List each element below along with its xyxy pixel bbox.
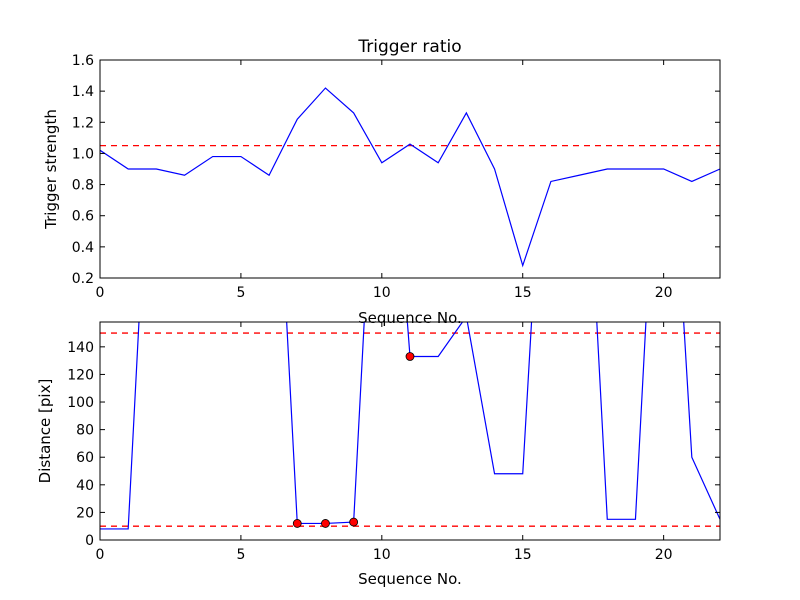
top-chart-title: Trigger ratio <box>357 37 461 57</box>
bottom-x-axis-label: Sequence No. <box>358 570 462 588</box>
top-y-tick-label: 0.2 <box>72 271 94 287</box>
top-plot-area <box>100 87 720 268</box>
bottom-y-tick-label: 0 <box>85 533 94 549</box>
top-axis-ticks: 0 5 10 15 20 0.2 0.4 0.6 0.8 1.0 1.2 1.4 1.6 <box>72 53 720 301</box>
top-y-tick-label: 1.6 <box>72 53 94 69</box>
top-x-axis-label: Sequence No. <box>358 309 462 327</box>
top-y-tick-label: 0.4 <box>72 240 94 256</box>
bottom-y-tick-label: 40 <box>76 478 94 494</box>
bottom-axes-frame <box>99 321 721 541</box>
bottom-y-tick-label: 120 <box>67 367 94 383</box>
bottom-y-axis-label: Distance [pix] <box>36 379 54 484</box>
top-x-tick-label: 5 <box>236 285 245 301</box>
bottom-marker-point <box>349 517 359 527</box>
top-x-tick-label: 10 <box>373 285 391 301</box>
bottom-y-tick-label: 60 <box>76 450 94 466</box>
top-y-tick-label: 0.6 <box>72 209 94 225</box>
bottom-axis-ticks: 0 5 10 15 20 0 20 40 60 80 100 120 140 <box>67 322 720 563</box>
top-y-tick-label: 1.0 <box>72 146 94 162</box>
top-subplot: Trigger ratio 0 5 10 15 20 0.2 0.4 0.6 0.8 1.0 1.2… <box>42 37 721 327</box>
top-y-tick-label: 1.4 <box>72 84 94 100</box>
bottom-x-tick-label: 0 <box>96 547 105 563</box>
bottom-x-tick-label: 10 <box>373 547 391 563</box>
bottom-y-tick-label: 140 <box>67 340 94 356</box>
bottom-marker-point <box>405 352 415 361</box>
bottom-y-tick-label: 80 <box>76 423 94 439</box>
top-axes-frame <box>99 59 721 279</box>
bottom-y-tick-label: 20 <box>76 505 94 521</box>
top-x-tick-label: 20 <box>655 285 673 301</box>
top-y-tick-label: 1.2 <box>72 115 94 131</box>
top-y-tick-label: 0.8 <box>72 178 94 194</box>
bottom-x-tick-label: 15 <box>514 547 532 563</box>
top-series-line-0 <box>100 87 720 268</box>
top-x-tick-label: 15 <box>514 285 532 301</box>
top-y-axis-label: Trigger strength <box>42 109 60 230</box>
top-x-tick-label: 0 <box>96 285 105 301</box>
bottom-marker-point <box>292 519 302 528</box>
bottom-x-tick-label: 5 <box>236 547 245 563</box>
bottom-y-tick-label: 100 <box>67 395 94 411</box>
bottom-marker-point <box>321 519 330 528</box>
bottom-x-tick-label: 20 <box>655 547 673 563</box>
